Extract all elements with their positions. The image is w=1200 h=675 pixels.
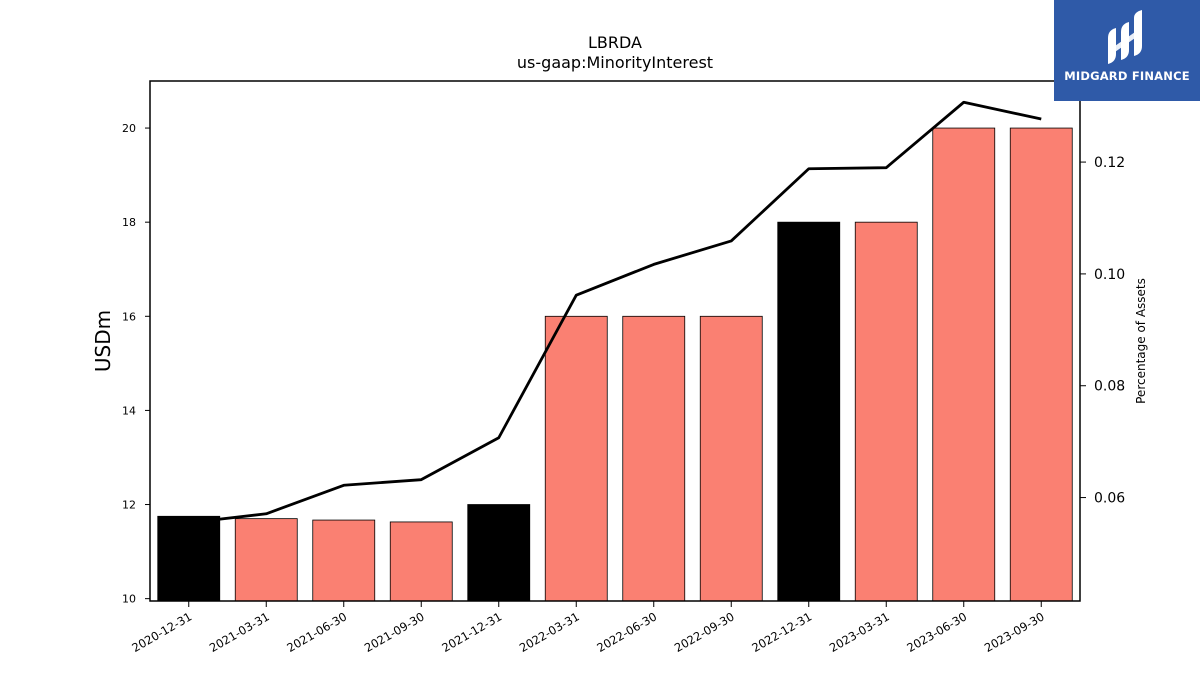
percentage-of-assets-line (188, 100, 1042, 525)
x-tick-label: 2021-09-30 (362, 609, 427, 655)
y-tick-label: 14 (122, 404, 136, 417)
bar-2021-03-31 (234, 518, 298, 602)
chart-subtitle: us-gaap:MinorityInterest (517, 53, 713, 72)
y2-axis: 0.06 0.08 0.10 0.12 (1080, 155, 1125, 507)
y2-tick-label: 0.10 (1094, 267, 1125, 283)
plot-frame (149, 80, 1081, 602)
x-tick-label: 2021-03-31 (207, 609, 272, 655)
logo-text: MIDGARD FINANCE (1064, 69, 1190, 83)
midgard-logo-icon (1108, 10, 1142, 64)
x-tick-label: 2023-03-31 (827, 609, 892, 655)
y-axis: 10 12 14 16 18 20 (122, 122, 150, 606)
line-group (188, 100, 1042, 525)
bar-2022-12-31 (777, 221, 841, 602)
bar-2022-03-31 (544, 315, 608, 602)
x-tick-label: 2022-03-31 (517, 609, 582, 655)
y-axis-label: USDm (91, 310, 115, 372)
x-tick-label: 2022-12-31 (749, 609, 814, 655)
bar-2022-09-30 (699, 315, 763, 602)
x-axis: 2020-12-31 2021-03-31 2021-06-30 2021-09-30… (129, 601, 1047, 655)
bar-2021-12-31 (467, 504, 531, 602)
bar-group (157, 127, 1073, 602)
x-tick-label: 2021-06-30 (284, 609, 349, 655)
y-tick-label: 16 (122, 310, 136, 323)
y-tick-label: 10 (122, 593, 136, 606)
chart-title: LBRDA (588, 33, 642, 52)
bar-2023-09-30 (1009, 127, 1073, 602)
y2-axis-label: Percentage of Assets (1134, 278, 1148, 404)
bar-2021-09-30 (389, 521, 453, 602)
x-tick-label: 2020-12-31 (129, 609, 194, 655)
y2-tick-label: 0.12 (1094, 155, 1125, 171)
x-tick-label: 2022-06-30 (594, 609, 659, 655)
x-tick-label: 2023-09-30 (982, 609, 1047, 655)
bar-2020-12-31 (157, 515, 221, 602)
x-tick-label: 2023-06-30 (904, 609, 969, 655)
y2-tick-label: 0.06 (1094, 491, 1125, 507)
bar-2021-06-30 (312, 519, 376, 602)
y-tick-label: 18 (122, 216, 136, 229)
x-tick-label: 2021-12-31 (439, 609, 504, 655)
bar-2022-06-30 (622, 315, 686, 602)
y-tick-label: 12 (122, 499, 136, 512)
bar-2023-06-30 (932, 127, 996, 602)
x-tick-label: 2022-09-30 (672, 609, 737, 655)
midgard-finance-logo: MIDGARD FINANCE (1054, 0, 1200, 101)
bar-2023-03-31 (854, 221, 918, 602)
y2-tick-label: 0.08 (1094, 379, 1125, 395)
y-tick-label: 20 (122, 122, 136, 135)
